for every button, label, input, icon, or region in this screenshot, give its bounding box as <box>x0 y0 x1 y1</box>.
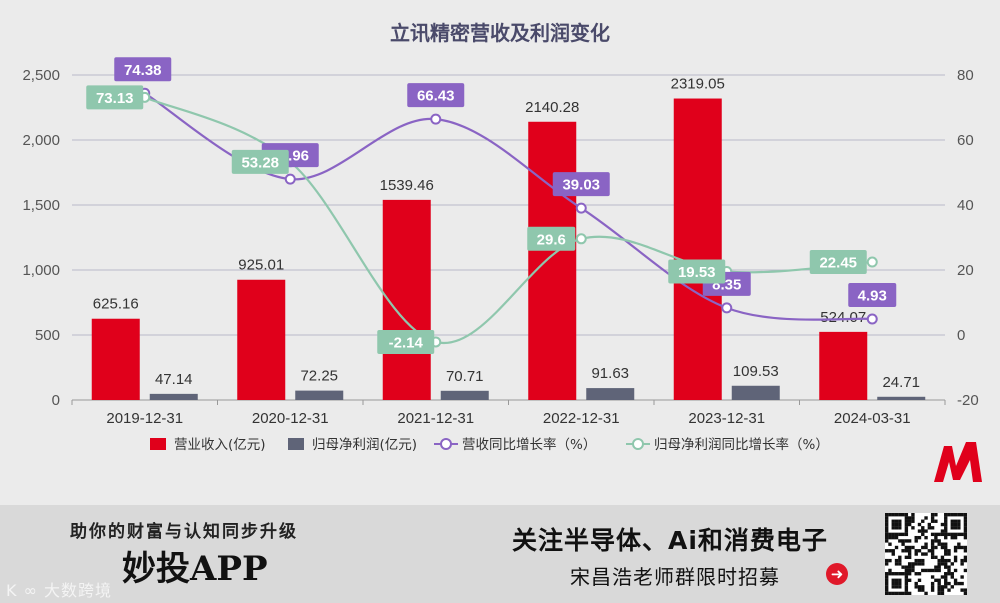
line-value-box <box>114 57 172 82</box>
legend-label: 归母净利润同比增长率（%） <box>654 436 829 453</box>
line-value-box <box>848 282 897 307</box>
x-tick-label: 2023-12-31 <box>688 410 765 427</box>
line-point <box>284 173 296 185</box>
line-point <box>575 202 587 214</box>
line-value-label: 39.03 <box>562 177 600 194</box>
line-value-box <box>86 85 144 110</box>
line-point <box>430 113 442 125</box>
y-left-tick-label: 500 <box>35 327 60 344</box>
bar-value-label: 2140.28 <box>525 99 579 116</box>
bar <box>237 279 286 400</box>
chart-area: 立讯精密营收及利润变化 0 500 1,000 1,500 2,000 2,500 -20… <box>22 21 982 482</box>
arrow-right-icon[interactable]: ➜ <box>826 563 848 585</box>
y-right-tick-label: 0 <box>957 327 965 344</box>
line-value-label: 19.53 <box>678 264 716 281</box>
x-axis: 2019-12-31 2020-12-31 2021-12-31 2022-12-31… <box>71 400 946 427</box>
bar-value-label: 625.16 <box>93 296 139 313</box>
footer-slogan: 助你的财富与认知同步升级 <box>70 522 298 542</box>
brand-logo-icon <box>934 442 982 482</box>
legend-swatch <box>150 438 166 450</box>
bar-value-label: 925.01 <box>238 257 284 274</box>
footer-app-name: 妙投APP <box>122 549 268 589</box>
bar <box>91 318 140 400</box>
y-right-axis: -20 0 20 40 60 80 <box>957 67 979 409</box>
bar <box>440 390 489 400</box>
line-value-label: 4.93 <box>858 287 887 304</box>
line-value-box <box>668 259 726 284</box>
y-left-tick-label: 2,500 <box>22 67 60 84</box>
combo-chart: 立讯精密营收及利润变化 0 500 1,000 1,500 2,000 2,500 -20… <box>22 21 979 453</box>
y-right-tick-label: 40 <box>957 197 974 214</box>
bar <box>731 385 780 400</box>
footer-follow-text: 关注半导体、Ai和消费电子 <box>512 526 828 555</box>
legend-label: 归母净利润(亿元) <box>312 436 417 453</box>
line-point <box>866 313 878 325</box>
line-value-box <box>809 250 867 275</box>
footer-recruit-text: 宋昌浩老师群限时招募 <box>570 565 780 589</box>
chart-title: 立讯精密营收及利润变化 <box>390 21 610 45</box>
line-value-box <box>231 149 289 174</box>
line-value-label: 22.45 <box>819 255 857 272</box>
y-right-tick-label: -20 <box>957 392 979 409</box>
line-value-label: 29.6 <box>537 231 566 248</box>
bar <box>673 98 722 400</box>
line-value-box <box>407 83 465 108</box>
series-line <box>144 92 873 321</box>
legend-marker <box>632 438 644 450</box>
bar-value-label: 91.63 <box>591 365 629 382</box>
x-tick-label: 2019-12-31 <box>106 410 183 427</box>
watermark: K ∞ 大数跨境 <box>6 581 112 600</box>
y-right-tick-label: 60 <box>957 132 974 149</box>
line-value-label: 74.38 <box>124 62 162 79</box>
bar-value-label: 72.25 <box>300 368 338 385</box>
y-right-tick-label: 20 <box>957 262 974 279</box>
line-value-box <box>527 226 576 251</box>
legend-label: 营业收入(亿元) <box>174 437 266 453</box>
y-left-tick-label: 0 <box>52 392 60 409</box>
x-tick-label: 2024-03-31 <box>834 410 911 427</box>
line-value-box <box>552 172 610 197</box>
y-left-tick-label: 1,500 <box>22 197 60 214</box>
line-value-label: 53.28 <box>241 154 279 171</box>
bar <box>819 331 868 400</box>
bar-value-label: 1539.46 <box>380 177 434 194</box>
bar-value-label: 524.07 <box>820 309 866 326</box>
legend-swatch <box>288 438 304 450</box>
y-left-tick-label: 2,000 <box>22 132 60 149</box>
bar-series: 625.16 925.01 1539.46 2140.28 2319.05 524.07 4… <box>91 76 926 400</box>
bar <box>528 121 577 400</box>
line-value-label: 66.43 <box>417 88 455 105</box>
line-point <box>575 233 587 245</box>
line-value-box <box>377 329 435 354</box>
bar-value-label: 2319.05 <box>671 76 725 93</box>
legend-label: 营收同比增长率（%） <box>462 436 596 453</box>
bar <box>382 199 431 400</box>
qr-code-icon[interactable] <box>885 513 967 595</box>
line-value-label: 73.13 <box>96 90 134 107</box>
bar-value-label: 47.14 <box>155 371 193 388</box>
legend: 营业收入(亿元) 归母净利润(亿元) 营收同比增长率（%） 归母净利润同比增长率（%） <box>150 436 829 453</box>
bar <box>877 396 926 400</box>
line-value-label: -2.14 <box>389 334 424 351</box>
y-right-tick-label: 80 <box>957 67 974 84</box>
x-tick-label: 2022-12-31 <box>543 410 620 427</box>
bar <box>295 390 344 400</box>
bar <box>149 393 198 400</box>
x-tick-label: 2020-12-31 <box>252 410 329 427</box>
bar-value-label: 109.53 <box>733 363 779 380</box>
bar <box>586 388 635 400</box>
promo-banner: 助你的财富与认知同步升级 妙投APP 关注半导体、Ai和消费电子 宋昌浩老师群限… <box>0 505 1000 603</box>
x-tick-label: 2021-12-31 <box>397 410 474 427</box>
y-left-tick-label: 1,000 <box>22 262 60 279</box>
bar-value-label: 70.71 <box>446 368 484 385</box>
line-series: 74.3847.9666.4339.038.354.9373.1353.28-2… <box>86 57 897 354</box>
bar-value-label: 24.71 <box>882 374 920 391</box>
line-point <box>866 256 878 268</box>
line-point <box>721 302 733 314</box>
gridlines <box>72 74 945 401</box>
y-left-axis: 0 500 1,000 1,500 2,000 2,500 <box>22 67 60 409</box>
legend-marker <box>440 438 452 450</box>
